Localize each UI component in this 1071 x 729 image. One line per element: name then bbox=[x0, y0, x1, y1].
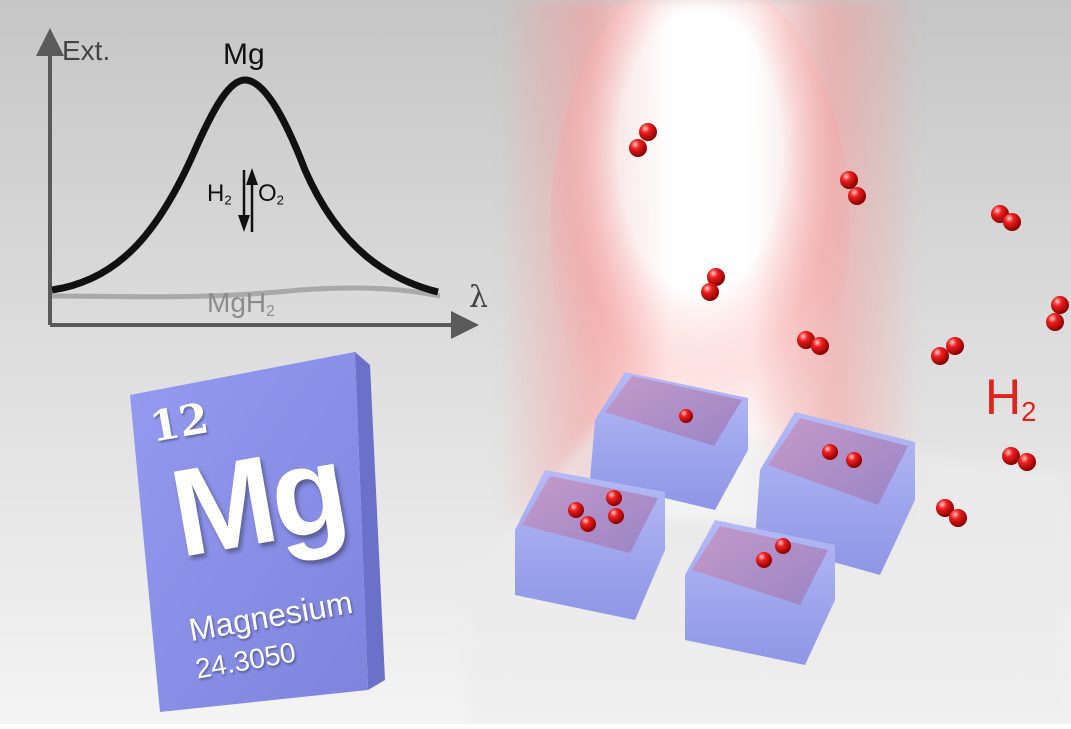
hydrogen-gas-label: H2 bbox=[985, 369, 1037, 427]
h2-molecule bbox=[756, 538, 791, 568]
hydrogenation-label: H2 bbox=[207, 180, 232, 208]
element-symbol: Mg bbox=[161, 418, 354, 584]
nanoblock-front bbox=[685, 520, 835, 665]
x-axis-label: λ bbox=[469, 280, 489, 315]
h2-molecule bbox=[1046, 296, 1069, 331]
y-axis-label: Ext. bbox=[62, 35, 111, 66]
mg-curve bbox=[51, 76, 439, 296]
h2-molecule bbox=[701, 268, 725, 301]
h2-molecule bbox=[679, 409, 693, 423]
nanoblock-left bbox=[515, 470, 665, 620]
h2-molecule bbox=[840, 171, 866, 205]
h2-molecule bbox=[629, 123, 657, 157]
h2-molecule bbox=[568, 490, 624, 532]
h2-molecule bbox=[822, 444, 862, 468]
oxidation-label: O2 bbox=[258, 180, 285, 208]
element-tile bbox=[130, 352, 385, 712]
hydrogen-molecules bbox=[568, 123, 1069, 568]
nanoblock-right bbox=[755, 412, 915, 575]
mgh2-curve bbox=[51, 285, 441, 300]
extinction-graph bbox=[36, 28, 479, 339]
mg-curve-label: Mg bbox=[223, 38, 265, 71]
nanoblock-back bbox=[590, 372, 748, 510]
mgh2-curve-label: MgH2 bbox=[207, 287, 275, 320]
h2-molecule bbox=[991, 205, 1021, 231]
h2-molecule bbox=[1002, 447, 1036, 471]
h2-molecule bbox=[797, 331, 829, 355]
h2-molecule bbox=[931, 337, 964, 365]
h2-molecule bbox=[936, 499, 967, 527]
